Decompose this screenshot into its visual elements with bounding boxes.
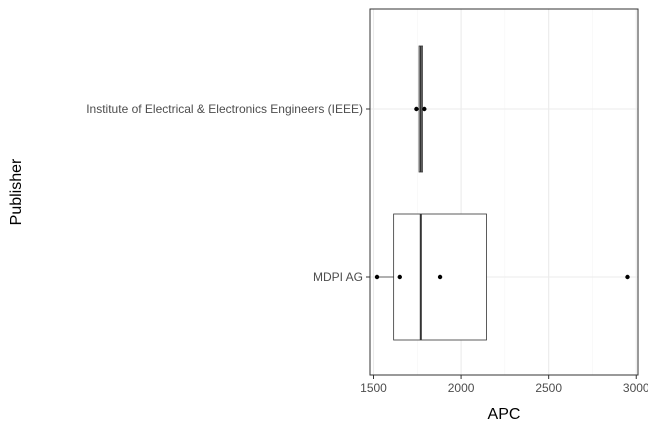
grid-layer bbox=[370, 9, 638, 375]
data-point bbox=[374, 274, 380, 280]
x-axis-title: APC bbox=[488, 406, 521, 423]
data-point bbox=[414, 106, 419, 112]
axis-layer: 1500 2000 2500 3000 Institute of Electrical … bbox=[86, 102, 648, 395]
x-tick-label: 2000 bbox=[448, 381, 475, 395]
x-tick-label: 2500 bbox=[535, 381, 562, 395]
x-tick-label: 3000 bbox=[623, 381, 648, 395]
data-point bbox=[422, 106, 427, 112]
y-tick-label: Institute of Electrical & Electronics En… bbox=[86, 102, 363, 116]
y-tick-label: MDPI AG bbox=[313, 270, 363, 284]
data-point bbox=[437, 274, 443, 280]
panel-border bbox=[369, 8, 639, 376]
data-point bbox=[397, 274, 402, 280]
data-point bbox=[625, 274, 630, 280]
box-layer bbox=[374, 45, 630, 341]
x-tick-label: 1500 bbox=[360, 381, 387, 395]
y-axis-title: Publisher bbox=[8, 158, 25, 225]
